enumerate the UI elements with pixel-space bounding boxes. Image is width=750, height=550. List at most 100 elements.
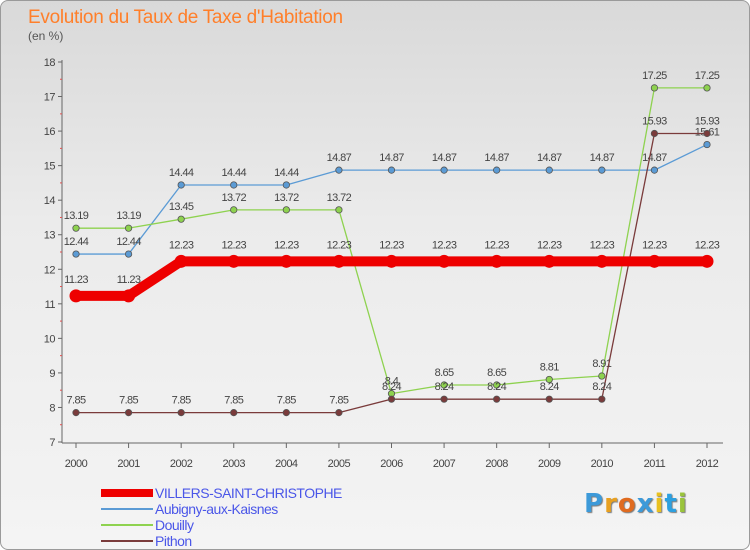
y-tick-label: 10 xyxy=(44,333,56,345)
y-tick-label: 7 xyxy=(49,437,55,449)
data-label-pithon: 8.24 xyxy=(435,381,454,393)
data-label-aubigny-aux-kaisnes: 14.87 xyxy=(379,152,404,164)
data-label-douilly: 13.72 xyxy=(221,192,246,204)
data-point-villers-saint-christophe xyxy=(174,254,188,268)
data-label-douilly: 8.65 xyxy=(435,367,454,379)
data-point-pithon xyxy=(282,409,290,417)
data-point-pithon xyxy=(493,395,501,403)
data-point-douilly xyxy=(72,224,80,232)
data-point-villers-saint-christophe xyxy=(542,254,556,268)
logo-letter: P xyxy=(584,489,605,519)
data-label-aubigny-aux-kaisnes: 12.44 xyxy=(64,236,89,248)
data-label-villers-saint-christophe: 11.23 xyxy=(64,274,88,286)
data-label-pithon: 15.93 xyxy=(642,116,667,128)
data-point-douilly xyxy=(493,381,501,389)
logo-letter: o xyxy=(617,489,637,519)
data-point-pithon xyxy=(177,409,185,417)
data-label-douilly: 13.45 xyxy=(169,201,194,213)
data-label-pithon: 7.85 xyxy=(277,395,296,407)
data-point-villers-saint-christophe xyxy=(595,254,609,268)
legend-label: Douilly xyxy=(155,517,194,533)
legend-swatch xyxy=(101,508,153,510)
x-tick-label: 2006 xyxy=(380,458,403,470)
x-tick-label: 2001 xyxy=(117,458,140,470)
data-point-villers-saint-christophe xyxy=(69,289,83,303)
data-point-villers-saint-christophe xyxy=(437,254,451,268)
x-tick-label: 2000 xyxy=(65,458,88,470)
y-tick-label: 9 xyxy=(49,368,55,380)
y-tick-label: 14 xyxy=(44,195,56,207)
data-label-aubigny-aux-kaisnes: 12.44 xyxy=(116,236,141,248)
data-point-aubigny-aux-kaisnes xyxy=(335,166,343,174)
data-point-aubigny-aux-kaisnes xyxy=(545,166,553,174)
data-point-pithon xyxy=(387,395,396,403)
data-label-villers-saint-christophe: 12.23 xyxy=(695,239,720,251)
data-label-villers-saint-christophe: 12.23 xyxy=(484,239,509,251)
data-point-douilly xyxy=(650,84,659,92)
chart-title: Evolution du Taux de Taxe d'Habitation xyxy=(28,7,343,28)
y-tick-label: 15 xyxy=(44,161,56,173)
data-label-aubigny-aux-kaisnes: 14.44 xyxy=(274,167,299,179)
y-tick-label: 13 xyxy=(44,230,56,242)
data-label-villers-saint-christophe: 12.23 xyxy=(274,239,299,251)
y-tick-label: 12 xyxy=(44,264,56,276)
data-label-aubigny-aux-kaisnes: 14.87 xyxy=(537,152,562,164)
x-tick-label: 2007 xyxy=(433,458,456,470)
data-point-villers-saint-christophe xyxy=(279,254,293,268)
logo-letter: i xyxy=(654,489,665,519)
data-point-aubigny-aux-kaisnes xyxy=(230,181,238,189)
data-point-aubigny-aux-kaisnes xyxy=(282,181,290,189)
data-label-aubigny-aux-kaisnes: 14.44 xyxy=(221,167,246,179)
data-point-pithon xyxy=(650,129,659,138)
legend-swatch xyxy=(101,540,153,542)
logo-letter: t xyxy=(664,489,678,519)
data-label-pithon: 8.24 xyxy=(540,381,559,393)
y-tick-label: 8 xyxy=(49,402,55,414)
legend-label: Aubigny-aux-Kaisnes xyxy=(155,501,278,517)
data-label-pithon: 8.24 xyxy=(382,381,401,393)
data-point-douilly xyxy=(440,381,448,389)
data-point-villers-saint-christophe xyxy=(385,254,398,268)
data-point-pithon xyxy=(124,409,133,417)
data-point-aubigny-aux-kaisnes xyxy=(440,166,448,174)
data-point-aubigny-aux-kaisnes xyxy=(387,166,396,174)
y-tick-label: 18 xyxy=(44,57,56,69)
data-point-pithon xyxy=(545,395,553,403)
x-tick-label: 2004 xyxy=(275,458,298,470)
data-point-douilly xyxy=(124,224,133,232)
data-point-pithon xyxy=(440,395,448,403)
data-label-villers-saint-christophe: 12.23 xyxy=(379,239,404,251)
x-tick-label: 2009 xyxy=(538,458,561,470)
y-tick-label: 17 xyxy=(44,92,56,104)
data-label-pithon: 7.85 xyxy=(329,395,348,407)
data-point-aubigny-aux-kaisnes xyxy=(124,250,133,258)
data-label-douilly: 17.25 xyxy=(695,70,720,82)
data-label-pithon: 7.85 xyxy=(172,395,191,407)
data-label-douilly: 8.4 xyxy=(385,376,399,388)
data-label-pithon: 7.85 xyxy=(224,395,243,407)
data-point-villers-saint-christophe xyxy=(647,254,661,268)
data-point-aubigny-aux-kaisnes xyxy=(177,181,185,189)
data-label-villers-saint-christophe: 11.23 xyxy=(117,274,141,286)
logo-letter: i xyxy=(677,489,688,519)
data-point-villers-saint-christophe xyxy=(700,254,714,268)
data-label-pithon: 8.24 xyxy=(592,381,611,393)
proxiti-logo: Proxiti xyxy=(584,489,688,519)
data-label-douilly: 17.25 xyxy=(642,70,667,82)
x-tick-label: 2005 xyxy=(328,458,351,470)
data-point-pithon xyxy=(703,129,711,138)
data-label-douilly: 13.19 xyxy=(116,210,141,222)
x-tick-label: 2008 xyxy=(485,458,508,470)
legend-label: Pithon xyxy=(155,533,192,549)
data-label-aubigny-aux-kaisnes: 14.87 xyxy=(432,152,457,164)
data-point-villers-saint-christophe xyxy=(122,289,136,303)
data-label-villers-saint-christophe: 12.23 xyxy=(221,239,246,251)
data-point-douilly xyxy=(282,206,290,214)
data-point-douilly xyxy=(598,372,606,380)
x-tick-label: 2011 xyxy=(644,458,666,470)
data-label-villers-saint-christophe: 12.23 xyxy=(169,239,194,251)
data-label-villers-saint-christophe: 12.23 xyxy=(327,239,352,251)
data-point-aubigny-aux-kaisnes xyxy=(493,166,501,174)
